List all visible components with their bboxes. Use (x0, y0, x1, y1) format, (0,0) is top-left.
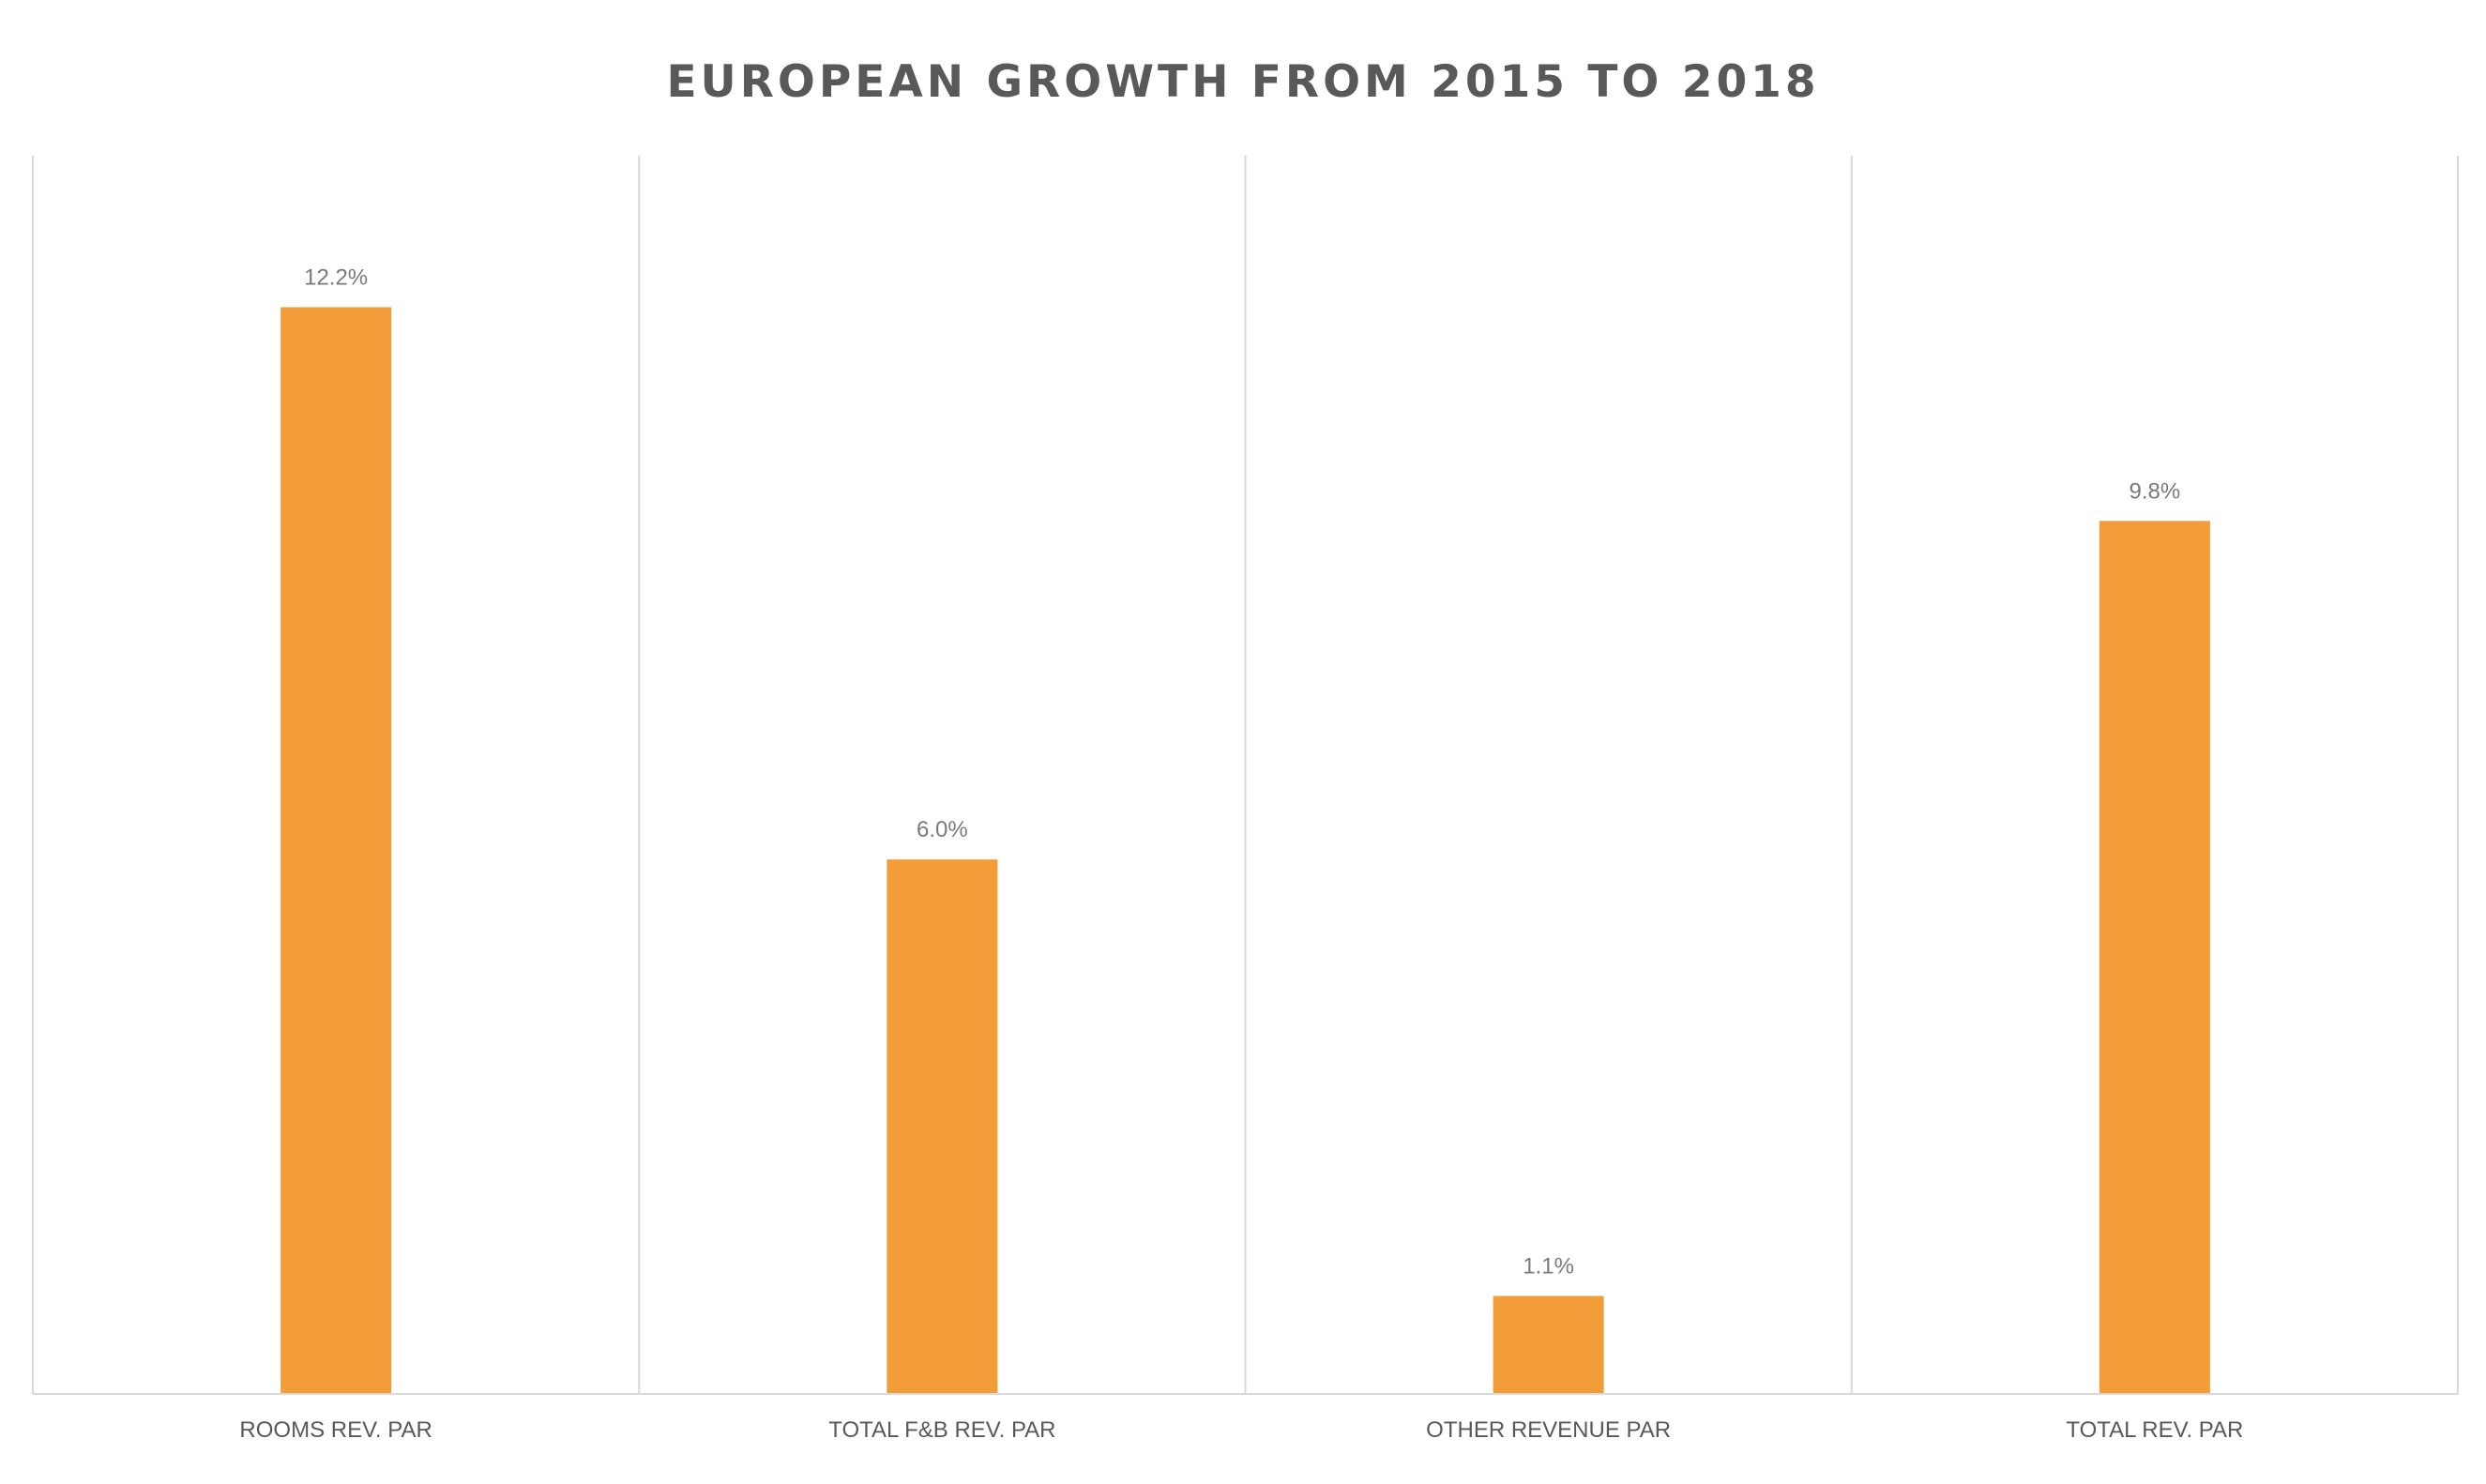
bar (280, 307, 392, 1394)
bar (2099, 521, 2210, 1394)
x-tick-label: TOTAL REV. PAR (2066, 1417, 2243, 1443)
data-label: 6.0% (917, 817, 968, 842)
data-label: 12.2% (304, 265, 368, 290)
data-labels: 12.2% 6.0% 1.1% 9.8% (304, 265, 2180, 1279)
grid-lines (32, 156, 2459, 1394)
x-axis-tick-labels: ROOMS REV. PAR TOTAL F&B REV. PAR OTHER RE… (239, 1417, 2243, 1443)
x-tick-label: ROOMS REV. PAR (239, 1417, 432, 1443)
data-label: 1.1% (1523, 1254, 1574, 1280)
bar (887, 859, 998, 1394)
x-tick-label: OTHER REVENUE PAR (1426, 1417, 1671, 1443)
bar (1493, 1295, 1604, 1394)
data-label: 9.8% (2130, 478, 2181, 504)
x-tick-label: TOTAL F&B REV. PAR (828, 1417, 1055, 1443)
chart-title: EUROPEAN GROWTH FROM 2015 TO 2018 (666, 56, 1819, 108)
bars (280, 307, 2210, 1394)
